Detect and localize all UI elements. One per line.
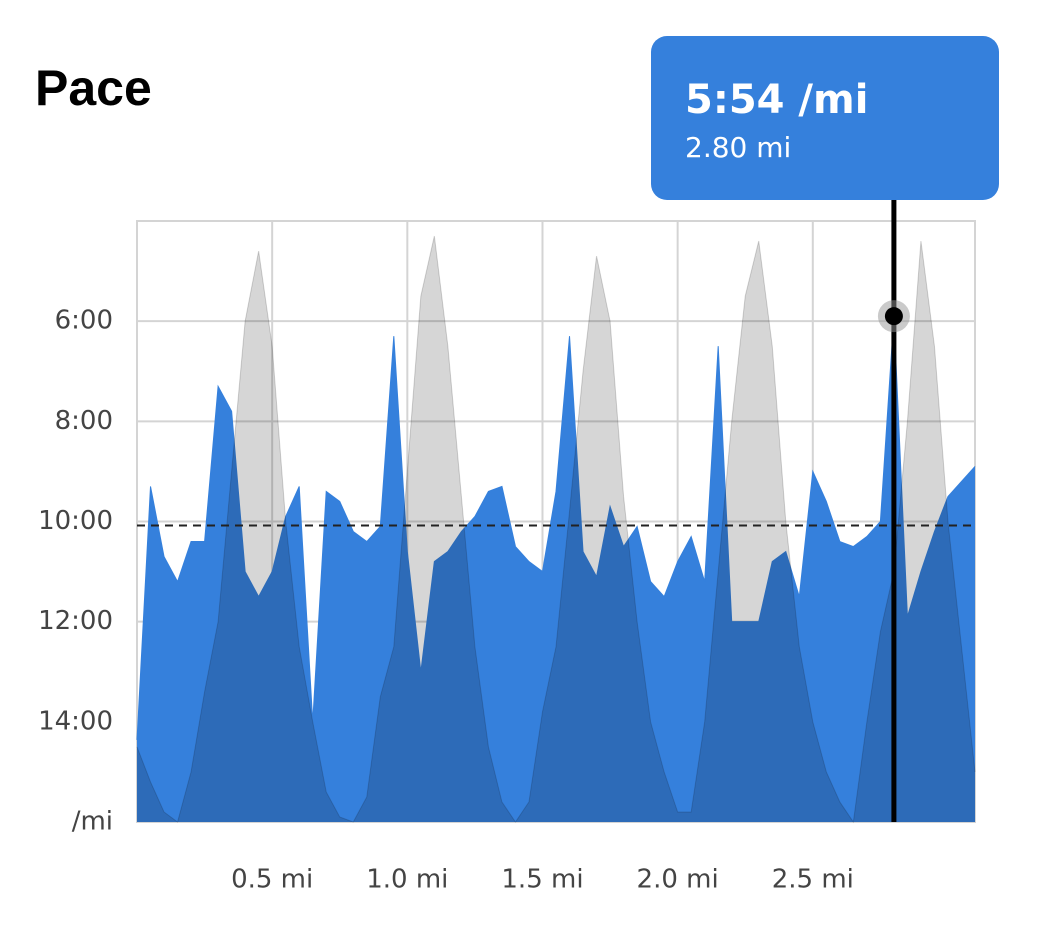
tooltip-title: 5:54 /mi	[685, 77, 868, 123]
y-tick-label: 6:00	[55, 306, 113, 336]
x-tick-label: 1.5 mi	[501, 865, 583, 895]
chart-title: Pace	[35, 60, 152, 116]
x-tick-label: 1.0 mi	[366, 865, 448, 895]
x-tick-label: 2.5 mi	[772, 865, 854, 895]
y-tick-label: 12:00	[38, 606, 113, 636]
x-tick-label: 0.5 mi	[231, 865, 313, 895]
plot: 6:00 8:00 10:00 12:00 14:00/mi 0.5 mi 1.0 mi 1.…	[38, 220, 976, 895]
cursor-dot	[884, 307, 903, 326]
y-tick-label: 10:00	[38, 506, 113, 536]
y-tick-label: 14:00	[38, 706, 113, 736]
area-line	[136, 235, 976, 824]
tooltip-box	[651, 36, 999, 200]
area-fill	[137, 236, 975, 822]
y-tick-label: /mi	[72, 807, 113, 837]
x-tick-label: 2.0 mi	[637, 865, 719, 895]
y-tick-label: 8:00	[55, 406, 113, 436]
tooltip-subtitle: 2.80 mi	[685, 131, 791, 164]
